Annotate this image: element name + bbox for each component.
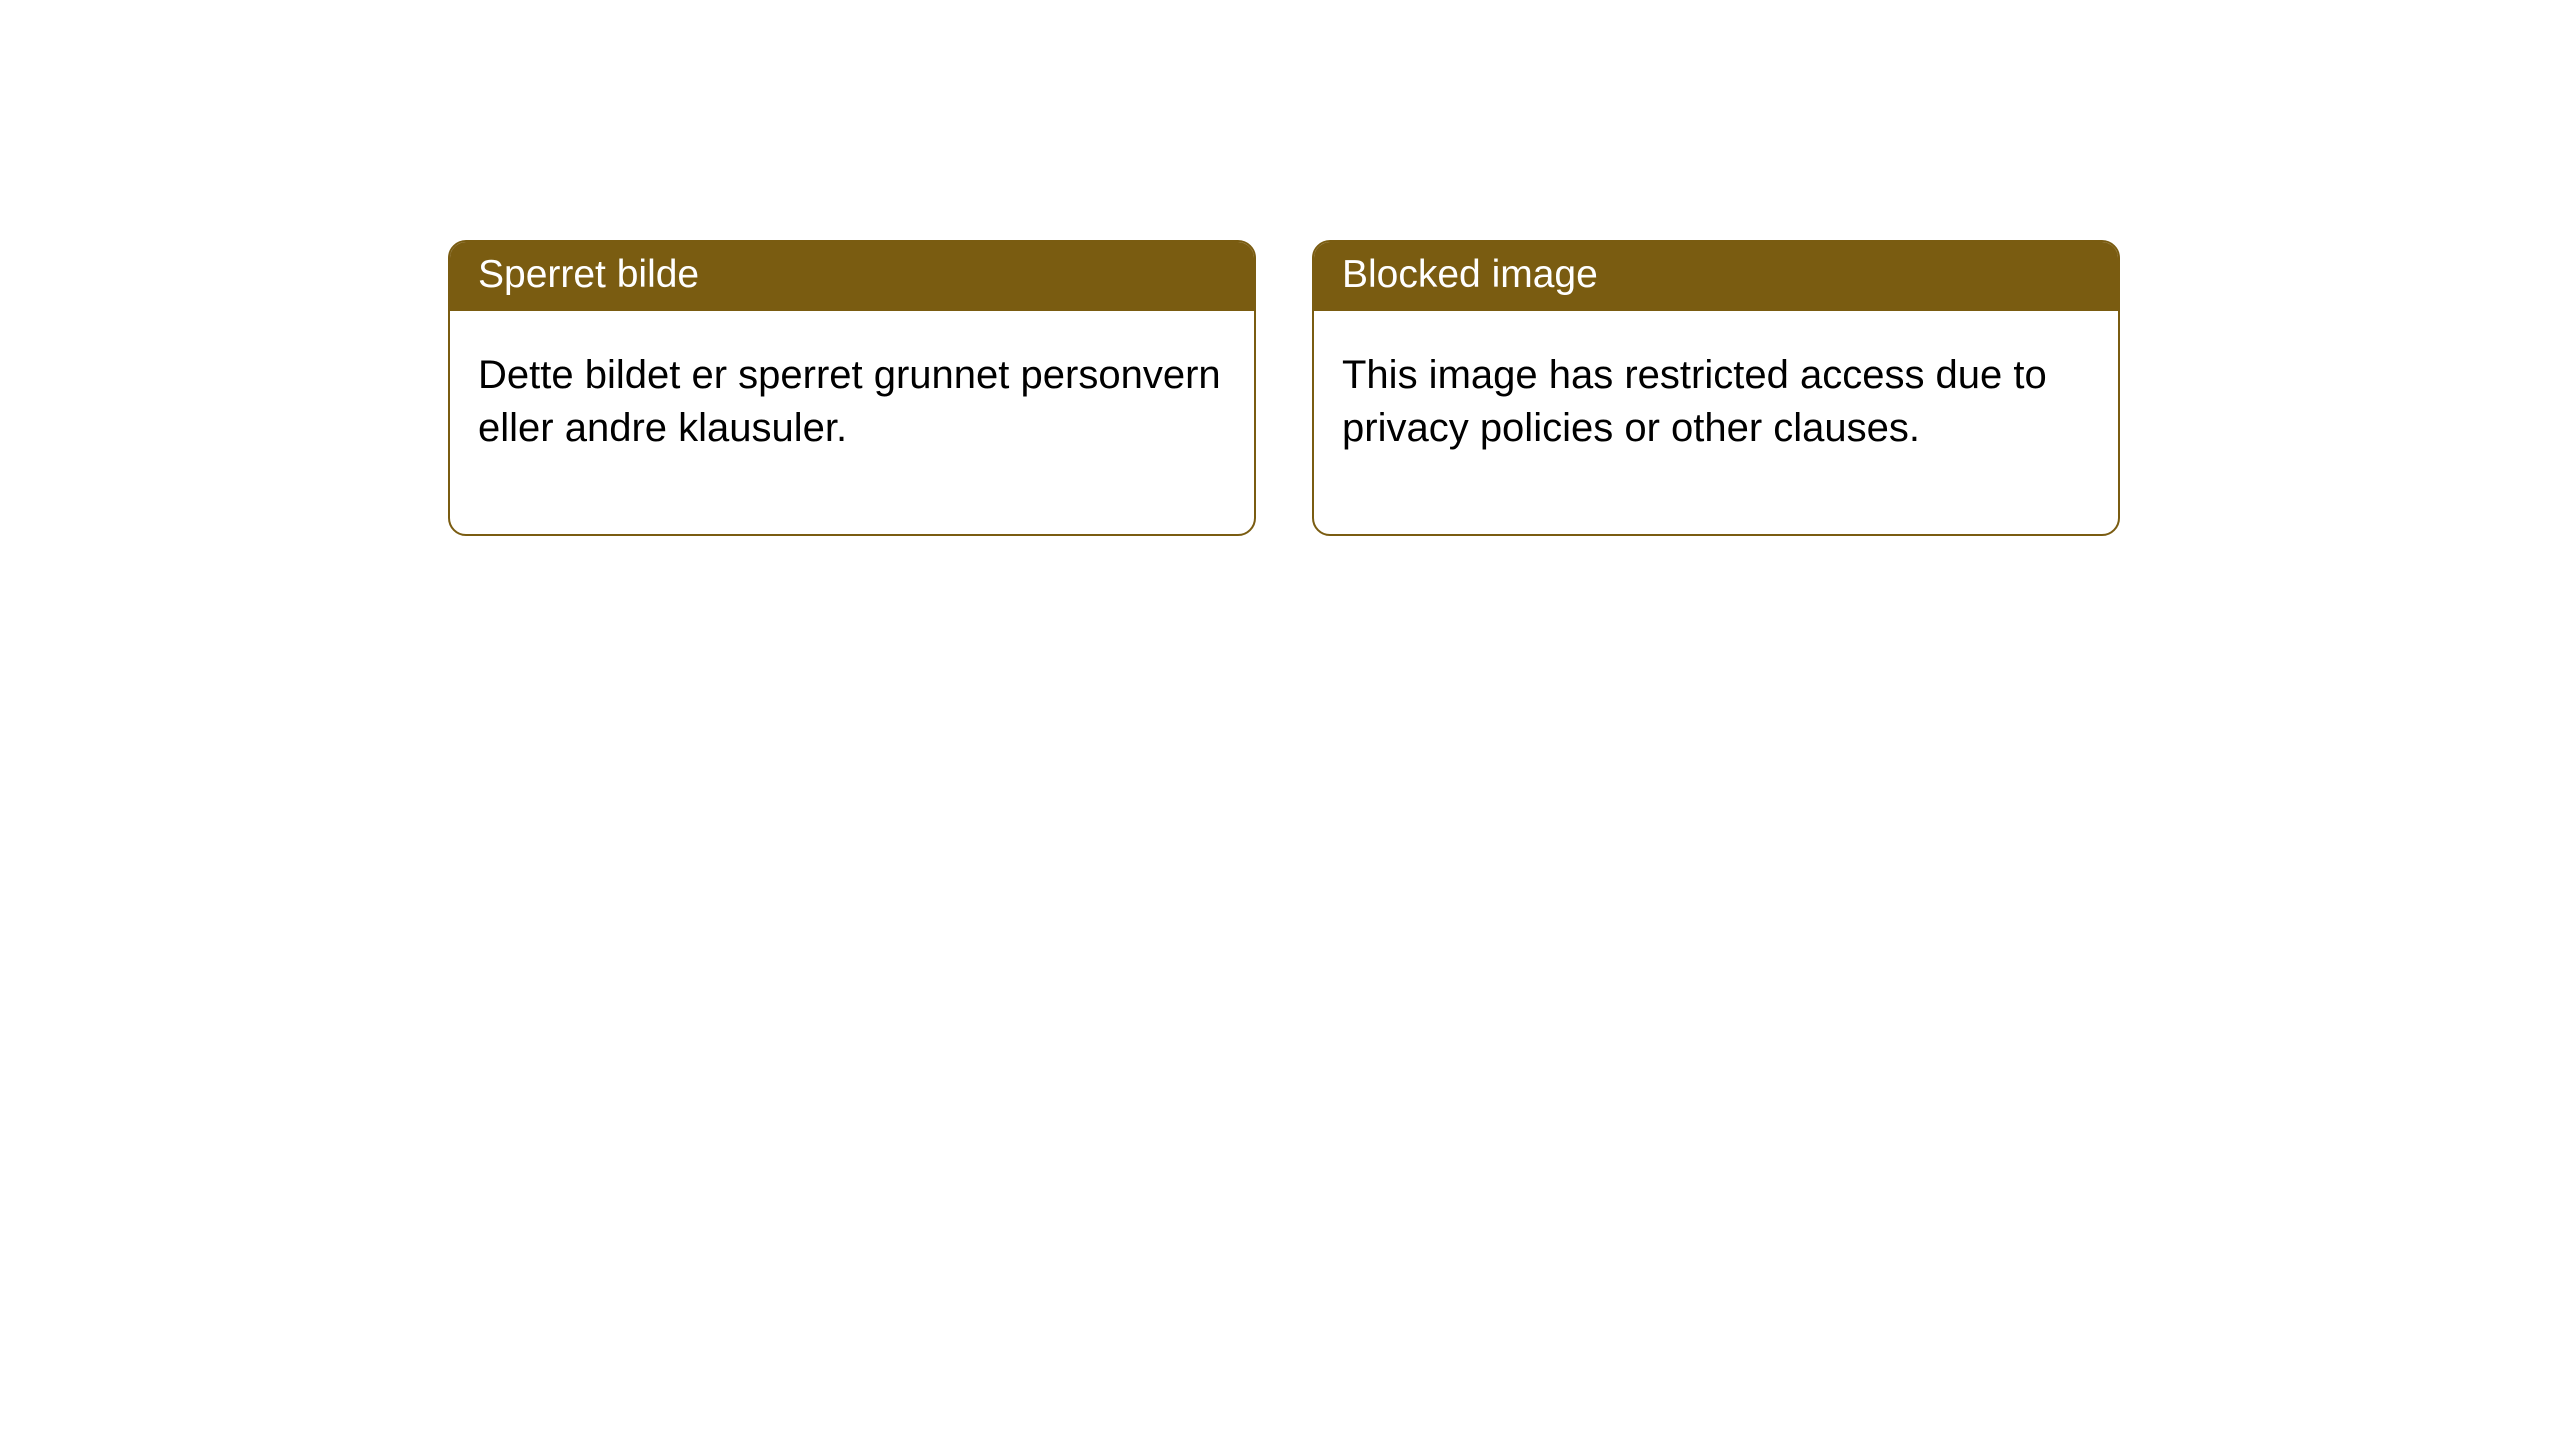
notice-title-norwegian: Sperret bilde	[450, 242, 1254, 311]
notice-box-norwegian: Sperret bilde Dette bildet er sperret gr…	[448, 240, 1256, 536]
notice-body-norwegian: Dette bildet er sperret grunnet personve…	[450, 311, 1254, 535]
notice-container: Sperret bilde Dette bildet er sperret gr…	[0, 0, 2560, 536]
notice-box-english: Blocked image This image has restricted …	[1312, 240, 2120, 536]
notice-title-english: Blocked image	[1314, 242, 2118, 311]
notice-body-english: This image has restricted access due to …	[1314, 311, 2118, 535]
